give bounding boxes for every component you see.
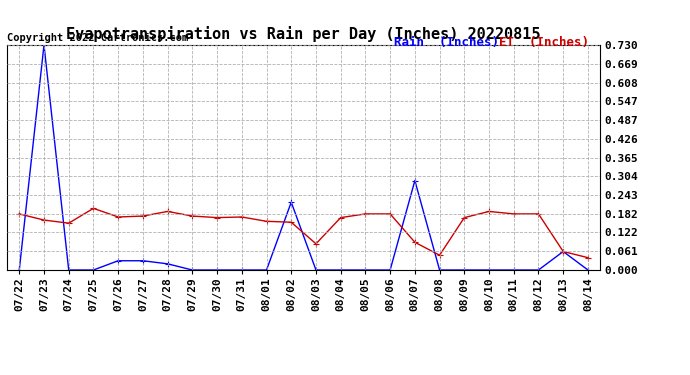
Rain  (Inches) xyxy=(287,200,295,204)
Rain  (Inches) xyxy=(213,268,221,272)
Title: Evapotranspiration vs Rain per Day (Inches) 20220815: Evapotranspiration vs Rain per Day (Inch… xyxy=(66,27,541,42)
ET  (Inches) xyxy=(213,215,221,220)
ET  (Inches) xyxy=(337,215,345,220)
Rain  (Inches) xyxy=(40,43,48,47)
ET  (Inches) xyxy=(584,255,592,260)
ET  (Inches) xyxy=(460,215,469,220)
Rain  (Inches) xyxy=(362,268,370,272)
Rain  (Inches) xyxy=(65,268,73,272)
ET  (Inches) xyxy=(65,221,73,225)
ET  (Inches) xyxy=(40,218,48,222)
Rain  (Inches) xyxy=(485,268,493,272)
ET  (Inches) xyxy=(435,253,444,258)
Rain  (Inches) xyxy=(460,268,469,272)
Rain  (Inches) xyxy=(510,268,518,272)
ET  (Inches) xyxy=(534,211,542,216)
Line: Rain  (Inches): Rain (Inches) xyxy=(17,42,591,273)
ET  (Inches) xyxy=(287,220,295,225)
Rain  (Inches) xyxy=(435,268,444,272)
Rain  (Inches) xyxy=(584,268,592,272)
ET  (Inches) xyxy=(559,249,567,254)
Rain  (Inches) xyxy=(114,258,122,263)
Rain  (Inches) xyxy=(411,178,419,183)
ET  (Inches) xyxy=(164,209,172,214)
Rain  (Inches) xyxy=(312,268,320,272)
ET  (Inches) xyxy=(510,211,518,216)
Line: ET  (Inches): ET (Inches) xyxy=(17,206,591,261)
ET  (Inches) xyxy=(89,206,97,211)
ET  (Inches) xyxy=(485,209,493,214)
ET  (Inches) xyxy=(312,242,320,246)
Rain  (Inches) xyxy=(164,262,172,266)
Rain  (Inches) xyxy=(139,258,147,263)
Rain  (Inches) xyxy=(559,249,567,254)
ET  (Inches) xyxy=(15,211,23,216)
ET  (Inches) xyxy=(188,214,197,218)
Rain  (Inches) xyxy=(262,268,270,272)
Text: Copyright 2022 Cartronics.com: Copyright 2022 Cartronics.com xyxy=(7,33,188,43)
Rain  (Inches) xyxy=(386,268,394,272)
ET  (Inches) xyxy=(411,240,419,244)
Rain  (Inches) xyxy=(337,268,345,272)
ET  (Inches) xyxy=(114,215,122,219)
ET  (Inches) xyxy=(262,219,270,224)
ET  (Inches) xyxy=(237,215,246,219)
Rain  (Inches) xyxy=(534,268,542,272)
Rain  (Inches) xyxy=(89,268,97,272)
Rain  (Inches) xyxy=(188,268,197,272)
ET  (Inches) xyxy=(386,211,394,216)
ET  (Inches) xyxy=(139,214,147,218)
ET  (Inches) xyxy=(362,211,370,216)
Rain  (Inches) xyxy=(237,268,246,272)
Rain  (Inches) xyxy=(15,268,23,272)
Legend: Rain  (Inches), ET  (Inches): Rain (Inches), ET (Inches) xyxy=(389,31,594,54)
